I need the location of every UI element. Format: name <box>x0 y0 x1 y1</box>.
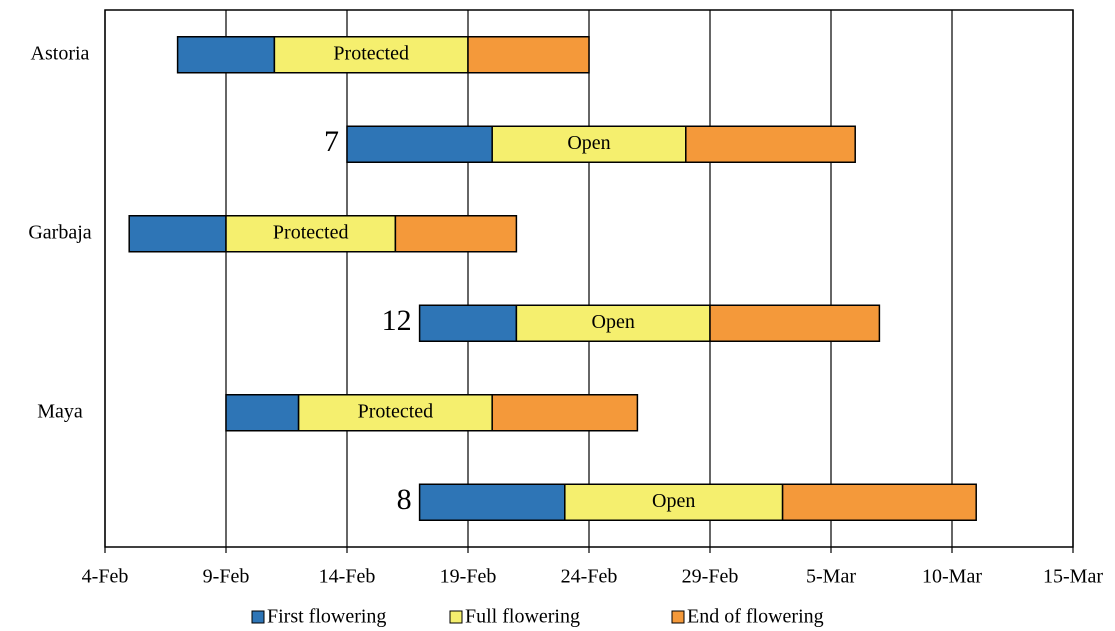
legend-label: First flowering <box>267 606 386 628</box>
x-tick-label: 19-Feb <box>440 566 497 588</box>
bar-segment <box>394 215 518 253</box>
bar-segment <box>491 125 687 163</box>
bar-segment <box>225 215 397 253</box>
x-tick-label: 9-Feb <box>203 566 250 588</box>
bar-segment <box>564 483 784 521</box>
bar-offset <box>105 395 226 431</box>
legend-swatch <box>449 610 463 624</box>
bar-segment <box>176 36 276 74</box>
bar-offset <box>105 484 420 520</box>
y-category-label: Maya <box>37 400 83 422</box>
bar-segment <box>418 304 518 342</box>
bar-label: Protected <box>333 42 409 64</box>
y-category-label: Garbaja <box>28 221 91 243</box>
y-category-label: Astoria <box>31 42 90 64</box>
x-tick-label: 24-Feb <box>561 566 618 588</box>
bar-annotation: 12 <box>382 304 412 337</box>
legend-swatch <box>671 610 685 624</box>
bar-segment <box>709 304 881 342</box>
bar-segment <box>515 304 711 342</box>
x-tick-label: 14-Feb <box>319 566 376 588</box>
legend-label: End of flowering <box>687 606 824 628</box>
x-tick-label: 5-Mar <box>806 566 856 588</box>
bar-label: Open <box>567 132 610 154</box>
bar-segment <box>467 36 590 74</box>
x-tick-label: 10-Mar <box>922 566 982 588</box>
bar-segment <box>685 125 856 163</box>
legend-label: Full flowering <box>465 606 580 628</box>
x-tick-label: 29-Feb <box>682 566 739 588</box>
bar-label: Open <box>592 311 635 333</box>
bar-offset <box>105 305 420 341</box>
x-tick-label: 4-Feb <box>82 566 129 588</box>
legend-swatch <box>251 610 265 624</box>
bar-segment <box>491 394 639 432</box>
bar-annotation: 8 <box>397 483 412 516</box>
bar-segment <box>297 394 493 432</box>
bar-segment <box>781 483 977 521</box>
bar-label: Protected <box>358 400 434 422</box>
bar-segment <box>418 483 566 521</box>
bar-offset <box>105 216 129 252</box>
bar-offset <box>105 37 178 73</box>
bar-annotation: 7 <box>324 125 339 158</box>
bar-segment <box>346 125 493 163</box>
bar-segment <box>128 215 227 253</box>
bar-label: Protected <box>273 221 349 243</box>
bar-segment <box>225 394 300 432</box>
x-tick-label: 15-Mar <box>1043 566 1103 588</box>
bar-label: Open <box>652 490 695 512</box>
